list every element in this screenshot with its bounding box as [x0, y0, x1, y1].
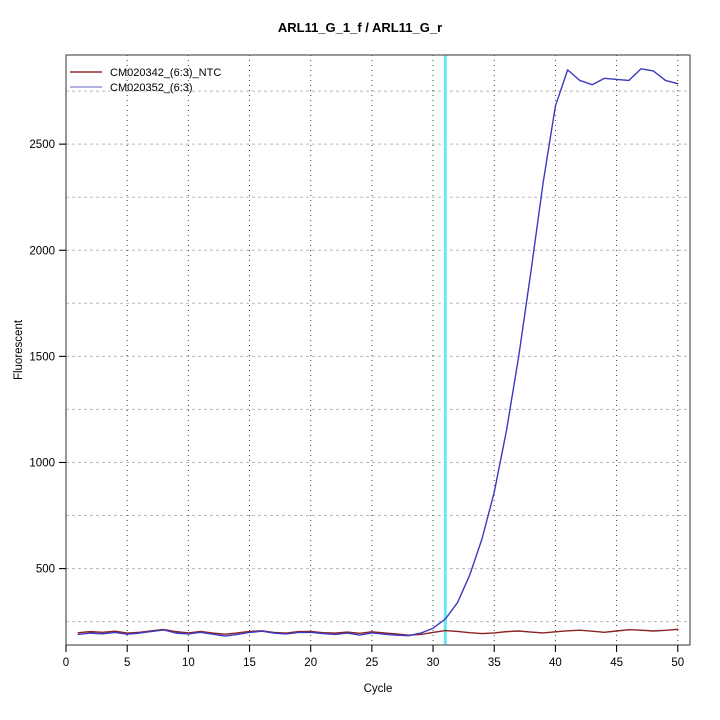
legend-label: CM020342_(6:3)_NTC: [110, 67, 221, 79]
x-axis: 0 5 10 15 20 25 30 35 40 45 50: [63, 645, 684, 669]
x-tick-label: 0: [63, 657, 69, 669]
gridlines-horizontal: [66, 90, 690, 623]
x-tick-label: 15: [243, 657, 256, 669]
y-tick-label: 500: [36, 564, 55, 576]
gridlines-vertical: [126, 55, 679, 645]
y-tick-label: 1000: [29, 457, 55, 469]
y-tick-label: 2000: [29, 245, 55, 257]
series-lines: [77, 68, 679, 637]
series-line-1: [77, 68, 679, 637]
chart-legend: CM020342_(6:3)_NTC CM020352_(6:3): [70, 67, 221, 94]
x-tick-label: 20: [304, 657, 317, 669]
x-tick-label: 40: [549, 657, 562, 669]
plot-frame: [65, 54, 691, 646]
x-tick-label: 45: [610, 657, 623, 669]
page-title: ARL11_G_1_f / ARL11_G_r: [277, 20, 443, 35]
x-axis-title: Cycle: [364, 683, 393, 695]
y-axis: 500 1000 1500 2000 2500: [29, 139, 66, 576]
x-tick-label: 5: [124, 657, 130, 669]
y-axis-title: Fluorescent: [13, 319, 25, 380]
x-tick-label: 25: [365, 657, 378, 669]
legend-label: CM020352_(6:3): [110, 82, 193, 94]
y-tick-label: 1500: [29, 351, 55, 363]
x-tick-label: 35: [488, 657, 501, 669]
y-tick-label: 2500: [29, 139, 55, 151]
series-line-0: [77, 628, 679, 636]
x-tick-label: 50: [671, 657, 684, 669]
x-tick-label: 10: [182, 657, 195, 669]
x-tick-label: 30: [427, 657, 440, 669]
